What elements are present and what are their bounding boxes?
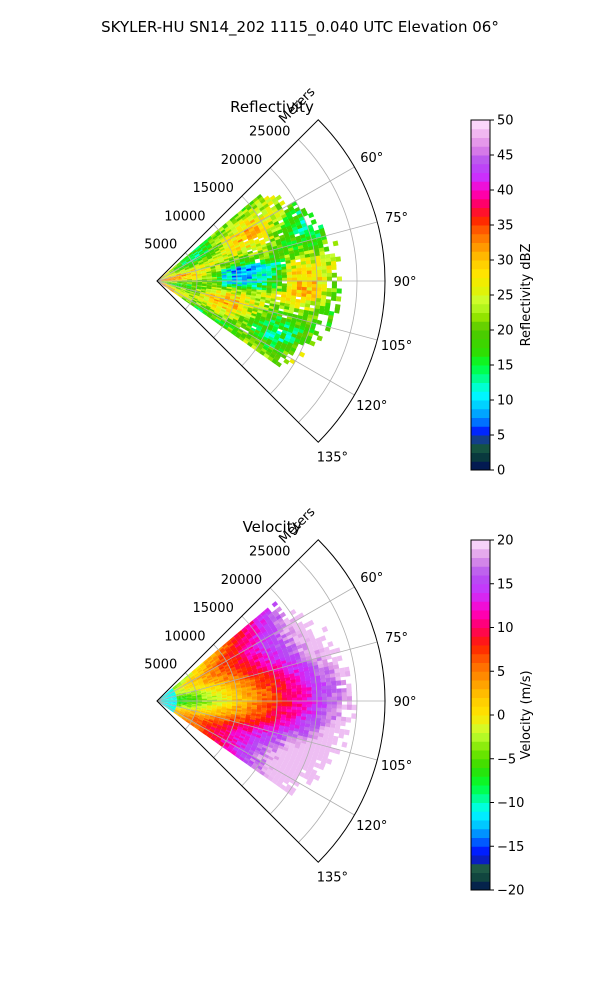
range-tick-label: 10000 <box>164 209 205 224</box>
colorbar-tick-label: 10 <box>497 394 514 409</box>
azimuth-spoke <box>156 700 378 761</box>
figure-suptitle: SKYLER-HU SN14_202 1115_0.040 UTC Elevat… <box>101 18 499 37</box>
polar-frame <box>156 539 386 863</box>
azimuth-tick-label: 105° <box>381 339 412 354</box>
colorbar-tick-label: 0 <box>497 709 505 724</box>
azimuth-tick-label: 135° <box>317 870 348 885</box>
azimuth-tick-label: 90° <box>393 695 416 710</box>
colorbar-tick-label: 15 <box>497 577 514 592</box>
colorbar-tick-label: −5 <box>497 752 516 767</box>
colorbar-tick-label: 45 <box>497 149 514 164</box>
colorbar-tick-label: 20 <box>497 324 514 339</box>
azimuth-tick-label: 135° <box>317 450 348 465</box>
colorbar-tick-label: 5 <box>497 429 505 444</box>
azimuth-tick-label: 60° <box>360 571 383 586</box>
range-tick-label: 10000 <box>164 629 205 644</box>
azimuth-tick-label: 120° <box>356 819 387 834</box>
azimuth-spoke <box>156 280 378 341</box>
colorbar-tick-label: 0 <box>497 464 505 479</box>
azimuth-tick-label: 60° <box>360 151 383 166</box>
panel-title: Reflectivity <box>230 98 314 116</box>
colorbar: −20 −15 −10 −5 0 5 10 15 20 Velocity (m/s) <box>470 534 534 899</box>
range-tick-label: 20000 <box>221 153 262 168</box>
range-tick-label: 25000 <box>249 545 290 560</box>
panel-title: Velocity <box>243 518 302 536</box>
azimuth-spoke <box>156 586 355 702</box>
panel-velocity: Velocity500010000150002000025000Meters60… <box>144 504 534 898</box>
colorbar-tick-label: 25 <box>497 289 514 304</box>
colorbar-tick-label: 50 <box>497 114 514 129</box>
range-tick-label: 15000 <box>192 181 233 196</box>
colorbar-tick-label: 10 <box>497 621 514 636</box>
colorbar-tick-label: 30 <box>497 254 514 269</box>
colorbar-tick-label: 40 <box>497 184 514 199</box>
colorbar-tick-label: 15 <box>497 359 514 374</box>
panel-reflectivity: Reflectivity500010000150002000025000Mete… <box>144 84 534 478</box>
azimuth-tick-label: 120° <box>356 399 387 414</box>
azimuth-spoke <box>156 641 378 702</box>
range-tick-label: 20000 <box>221 573 262 588</box>
colorbar-label: Reflectivity dBZ <box>519 244 534 347</box>
colorbar-label: Velocity (m/s) <box>519 670 534 759</box>
range-tick-label: 15000 <box>192 601 233 616</box>
colorbar-tick-label: −20 <box>497 884 524 899</box>
azimuth-tick-label: 105° <box>381 759 412 774</box>
colorbar: 0 5 10 15 20 25 30 35 40 45 50 Reflectivity dBZ <box>470 114 534 479</box>
colorbar-tick-label: −10 <box>497 796 524 811</box>
azimuth-spoke <box>156 280 355 396</box>
colorbar-tick-label: 35 <box>497 219 514 234</box>
polar-frame <box>156 119 386 443</box>
radar-data-field <box>157 601 357 796</box>
azimuth-tick-label: 75° <box>385 211 408 226</box>
radar-data-field <box>157 194 342 368</box>
azimuth-tick-label: 75° <box>385 631 408 646</box>
azimuth-spoke <box>156 700 355 816</box>
range-tick-label: 5000 <box>144 238 177 253</box>
colorbar-tick-label: 5 <box>497 665 505 680</box>
colorbar-tick-label: −15 <box>497 840 524 855</box>
polar-grid <box>156 139 385 443</box>
azimuth-spoke <box>156 221 378 282</box>
azimuth-tick-label: 90° <box>393 275 416 290</box>
range-tick-label: 25000 <box>249 125 290 140</box>
range-tick-label: 5000 <box>144 658 177 673</box>
azimuth-spoke <box>156 166 355 282</box>
colorbar-tick-label: 20 <box>497 534 514 549</box>
